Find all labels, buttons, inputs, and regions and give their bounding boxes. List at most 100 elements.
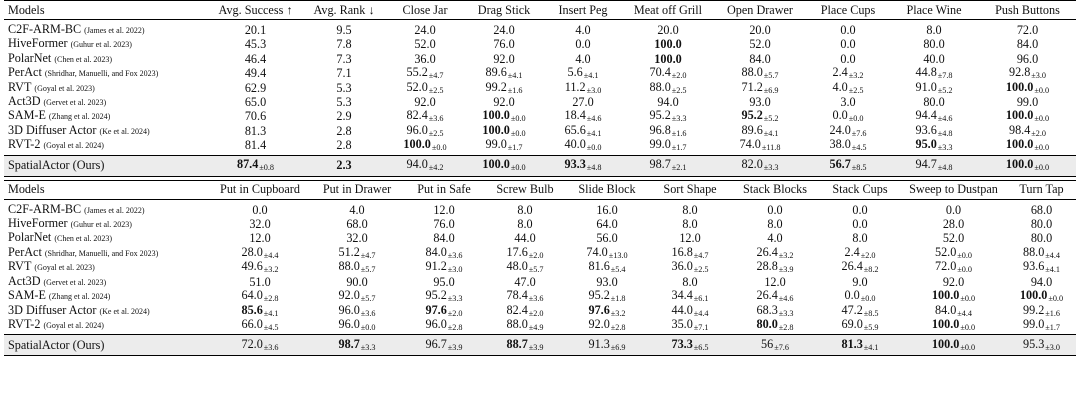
model-citation: (Goyal et al. 2024) <box>43 320 104 330</box>
result-cell-drag-stick: 92.0 <box>465 52 543 66</box>
result-cell-put-in-safe: 96.0±2.8 <box>402 318 486 335</box>
model-name: RVT-2 <box>8 138 41 152</box>
result-std: ±2.8 <box>447 322 463 332</box>
result-cell-meat-off-grill: 99.0±1.7 <box>623 138 713 155</box>
model-name: SAM-E <box>8 109 46 123</box>
table-row-ours: SpatialActor (Ours) 72.0±3.6 98.7±3.3 96.7±… <box>4 334 1076 357</box>
model-cell: 3D Diffuser Actor (Ke et al. 2024) <box>4 124 208 138</box>
result-value: 2.4 <box>832 66 848 80</box>
result-cell-slide-block: 91.3±6.9 <box>564 334 650 357</box>
result-value: 100.0 <box>403 138 431 152</box>
result-cell-meat-off-grill: 96.8±1.6 <box>623 124 713 138</box>
model-citation: (Gervet et al. 2023) <box>43 98 107 108</box>
result-cell-sort-shape: 8.0 <box>650 275 730 289</box>
table-row-sam-e: SAM-E (Zhang et al. 2024) 70.6 2.9 82.4±3.6 1… <box>4 109 1076 123</box>
result-cell-drag-stick: 100.0±0.0 <box>465 124 543 138</box>
result-std: ±3.3 <box>778 308 794 318</box>
result-cell-turn-tap: 94.0 <box>1007 275 1076 289</box>
result-cell-turn-tap: 99.2±1.6 <box>1007 304 1076 318</box>
result-cell-push-buttons: 84.0 <box>979 37 1076 51</box>
result-value: 92.0 <box>493 95 515 110</box>
result-value: 38.0 <box>829 138 851 152</box>
result-cell-place-cups: 3.0 <box>807 95 889 109</box>
model-citation: (James et al. 2022) <box>84 205 145 215</box>
result-cell-screw-bulb: 82.4±2.0 <box>486 304 564 318</box>
column-header-turn-tap: Turn Tap <box>1007 179 1076 200</box>
result-cell-open-drawer: 52.0 <box>713 37 807 51</box>
result-cell-place-cups: 38.0±4.5 <box>807 138 889 155</box>
result-value: 82.4 <box>506 303 528 317</box>
result-cell-meat-off-grill: 95.2±3.3 <box>623 109 713 123</box>
result-value: 80.0 <box>756 317 778 331</box>
result-value: 93.0 <box>596 274 618 289</box>
result-cell-place-wine: 94.4±4.6 <box>889 109 979 123</box>
result-std: ±2.0 <box>1031 128 1047 138</box>
result-cell-put-in-drawer: 51.2±4.7 <box>312 246 402 260</box>
result-value: 16.0 <box>596 202 618 217</box>
result-value: 93.6 <box>915 123 937 137</box>
result-value: 8.0 <box>926 23 942 37</box>
result-cell-sort-shape: 73.3±6.5 <box>650 334 730 357</box>
result-std: ±0.0 <box>960 322 976 332</box>
models-header: Models <box>4 0 208 20</box>
model-cell: HiveFormer (Guhur et al. 2023) <box>4 37 208 51</box>
table-row-hiveformer: HiveFormer (Guhur et al. 2023) 45.3 7.8 52.0… <box>4 37 1076 51</box>
result-cell-open-drawer: 93.0 <box>713 95 807 109</box>
result-std: ±4.8 <box>937 163 953 173</box>
result-std: ±6.5 <box>693 343 709 353</box>
result-std: ±3.6 <box>428 114 444 124</box>
result-cell-insert-peg: 65.6±4.1 <box>543 124 623 138</box>
result-value: 95.3 <box>1022 337 1045 352</box>
result-std: ±4.6 <box>778 294 794 304</box>
result-value: 93.0 <box>749 95 771 110</box>
model-cell: RVT (Goyal et al. 2023) <box>4 260 208 274</box>
result-cell-drag-stick: 100.0±0.0 <box>465 154 543 177</box>
result-value: 94.7 <box>915 157 937 172</box>
result-value: 100.0 <box>931 289 960 303</box>
result-value: 80.0 <box>923 95 945 110</box>
result-value: 56.0 <box>596 231 618 246</box>
result-value: 100.0 <box>482 109 510 123</box>
result-std: ±5.4 <box>610 265 626 275</box>
table-row-3d-diffuser-actor: 3D Diffuser Actor (Ke et al. 2024) 81.3 2.8… <box>4 124 1076 138</box>
result-cell-avg-success: 70.6 <box>208 109 303 123</box>
result-std: ±1.6 <box>1045 308 1061 318</box>
result-value: 91.0 <box>915 80 937 94</box>
result-cell-screw-bulb: 78.4±3.6 <box>486 289 564 303</box>
result-value: 16.8 <box>671 245 693 259</box>
result-cell-screw-bulb: 88.7±3.9 <box>486 334 564 357</box>
result-value: 4.0 <box>832 80 848 94</box>
result-value: 8.0 <box>852 231 868 246</box>
result-value: 65.0 <box>244 95 267 110</box>
result-value: 92.0 <box>414 95 436 110</box>
column-header-place-cups: Place Cups <box>807 0 889 20</box>
result-value: 4.0 <box>767 231 783 246</box>
result-value: 95.0 <box>433 274 455 289</box>
result-cell-insert-peg: 40.0±0.0 <box>543 138 623 155</box>
result-std: ±0.0 <box>586 143 602 153</box>
result-cell-drag-stick: 100.0±0.0 <box>465 109 543 123</box>
result-std: ±0.0 <box>960 343 976 353</box>
model-cell: RVT-2 (Goyal et al. 2024) <box>4 318 208 335</box>
result-value: 5.3 <box>336 95 352 110</box>
result-cell-put-in-cupboard: 0.0 <box>208 199 312 217</box>
result-cell-avg-rank: 5.3 <box>303 95 385 109</box>
result-value: 73.3 <box>671 337 693 352</box>
model-name: RVT <box>8 80 32 94</box>
result-cell-stack-cups: 81.3±4.1 <box>820 334 900 357</box>
column-header-put-in-cupboard: Put in Cupboard <box>208 179 312 200</box>
column-header-avg-rank: Avg. Rank ↓ <box>303 0 385 20</box>
result-value: 20.0 <box>749 23 771 37</box>
result-value: 34.4 <box>671 289 693 303</box>
result-cell-meat-off-grill: 70.4±2.0 <box>623 66 713 80</box>
result-cell-stack-cups: 47.2±8.5 <box>820 304 900 318</box>
result-value: 80.0 <box>923 37 945 52</box>
result-value: 94.0 <box>406 157 428 172</box>
result-value: 88.0 <box>649 80 671 94</box>
result-cell-screw-bulb: 88.0±4.9 <box>486 318 564 335</box>
result-value: 96.0 <box>406 123 428 137</box>
result-value: 0.0 <box>575 37 591 52</box>
model-cell: Act3D (Gervet et al. 2023) <box>4 275 208 289</box>
result-std: ±4.1 <box>586 128 602 138</box>
model-cell: PolarNet (Chen et al. 2023) <box>4 231 208 245</box>
